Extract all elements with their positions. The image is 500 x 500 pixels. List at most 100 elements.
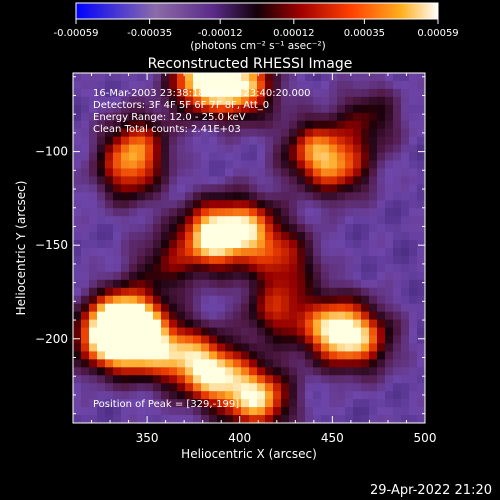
heatmap-cell — [241, 311, 250, 321]
heatmap-cell — [313, 335, 322, 345]
heatmap-cell — [361, 184, 370, 193]
heatmap-cell — [385, 96, 394, 106]
heatmap-cell — [161, 383, 170, 392]
heatmap-cell — [81, 160, 90, 170]
heatmap-cell — [73, 192, 82, 201]
heatmap-cell — [193, 279, 202, 289]
heatmap-cell — [393, 136, 402, 146]
heatmap-cell — [185, 168, 194, 177]
heatmap-cell — [97, 399, 106, 408]
heatmap-cell — [417, 327, 425, 337]
heatmap-cell — [289, 160, 298, 170]
heatmap-cell — [273, 399, 282, 408]
heatmap-cell — [297, 168, 306, 177]
heatmap-cell — [177, 375, 186, 384]
heatmap-cell — [281, 136, 290, 146]
heatmap-cell — [129, 399, 138, 408]
heatmap-cell — [81, 136, 90, 146]
heatmap-cell — [145, 415, 154, 423]
heatmap-cell — [289, 200, 298, 209]
heatmap-cell — [161, 176, 170, 185]
heatmap-cell — [257, 248, 266, 257]
heatmap-cell — [353, 271, 362, 281]
heatmap-cell — [169, 136, 178, 146]
heatmap-cell — [273, 232, 282, 241]
heatmap-cell — [185, 224, 194, 233]
heatmap-cell — [417, 271, 425, 281]
heatmap-cell — [353, 112, 362, 122]
heatmap-cell — [273, 152, 282, 162]
heatmap-cell — [121, 287, 130, 297]
heatmap-cell — [337, 367, 346, 376]
heatmap-cell — [121, 96, 130, 106]
heatmap-cell — [369, 168, 378, 177]
heatmap-cell — [73, 96, 82, 106]
heatmap-cell — [97, 303, 106, 313]
heatmap-cell — [353, 327, 362, 337]
heatmap-cell — [241, 80, 250, 90]
heatmap-cell — [185, 128, 194, 138]
heatmap-cell — [257, 224, 266, 233]
heatmap-cell — [153, 335, 162, 345]
heatmap-cell — [417, 208, 425, 217]
heatmap-cell — [313, 407, 322, 416]
heatmap-cell — [161, 359, 170, 368]
heatmap-cell — [129, 279, 138, 289]
heatmap-cell — [241, 383, 250, 392]
heatmap-cell — [177, 80, 186, 90]
heatmap-cell — [177, 327, 186, 337]
heatmap-cell — [361, 327, 370, 337]
heatmap-cell — [73, 176, 82, 185]
heatmap-cell — [169, 367, 178, 376]
heatmap-cell — [185, 112, 194, 122]
heatmap-cell — [385, 232, 394, 241]
heatmap-cell — [169, 248, 178, 257]
heatmap-cell — [89, 383, 98, 392]
heatmap-cell — [369, 136, 378, 146]
heatmap-cell — [137, 88, 146, 98]
heatmap-cell — [305, 80, 314, 90]
heatmap-cell — [353, 311, 362, 321]
heatmap-cell — [313, 104, 322, 114]
heatmap-cell — [273, 80, 282, 90]
heatmap-cell — [345, 160, 354, 170]
heatmap-cell — [153, 208, 162, 217]
heatmap-cell — [225, 271, 234, 281]
heatmap-cell — [409, 232, 418, 241]
heatmap-cell — [321, 88, 330, 98]
heatmap-cell — [201, 327, 210, 337]
heatmap-cell — [265, 104, 274, 114]
heatmap-cell — [249, 327, 258, 337]
heatmap-cell — [401, 271, 410, 281]
heatmap-cell — [361, 255, 370, 265]
heatmap-cell — [401, 303, 410, 313]
heatmap-cell — [97, 96, 106, 106]
heatmap-cell — [417, 351, 425, 360]
heatmap-cell — [217, 224, 226, 233]
heatmap-cell — [177, 104, 186, 114]
heatmap-cell — [305, 88, 314, 98]
heatmap-cell — [145, 120, 154, 130]
heatmap-cell — [193, 128, 202, 138]
heatmap-cell — [73, 319, 82, 329]
heatmap-cell — [361, 351, 370, 360]
heatmap-cell — [297, 80, 306, 90]
heatmap-cell — [153, 128, 162, 138]
heatmap-cell — [409, 144, 418, 154]
heatmap-cell — [89, 80, 98, 90]
heatmap-cell — [353, 303, 362, 313]
heatmap-cell — [137, 383, 146, 392]
heatmap-cell — [113, 263, 122, 273]
heatmap-cell — [273, 104, 282, 114]
heatmap-cell — [289, 375, 298, 384]
heatmap-cell — [89, 287, 98, 297]
heatmap-cell — [393, 295, 402, 305]
heatmap-cell — [313, 96, 322, 106]
heatmap-cell — [121, 335, 130, 345]
heatmap-cell — [177, 208, 186, 217]
heatmap-cell — [313, 144, 322, 154]
heatmap-cell — [161, 343, 170, 352]
heatmap-cell — [233, 383, 242, 392]
heatmap-cell — [129, 120, 138, 130]
heatmap-cell — [393, 383, 402, 392]
